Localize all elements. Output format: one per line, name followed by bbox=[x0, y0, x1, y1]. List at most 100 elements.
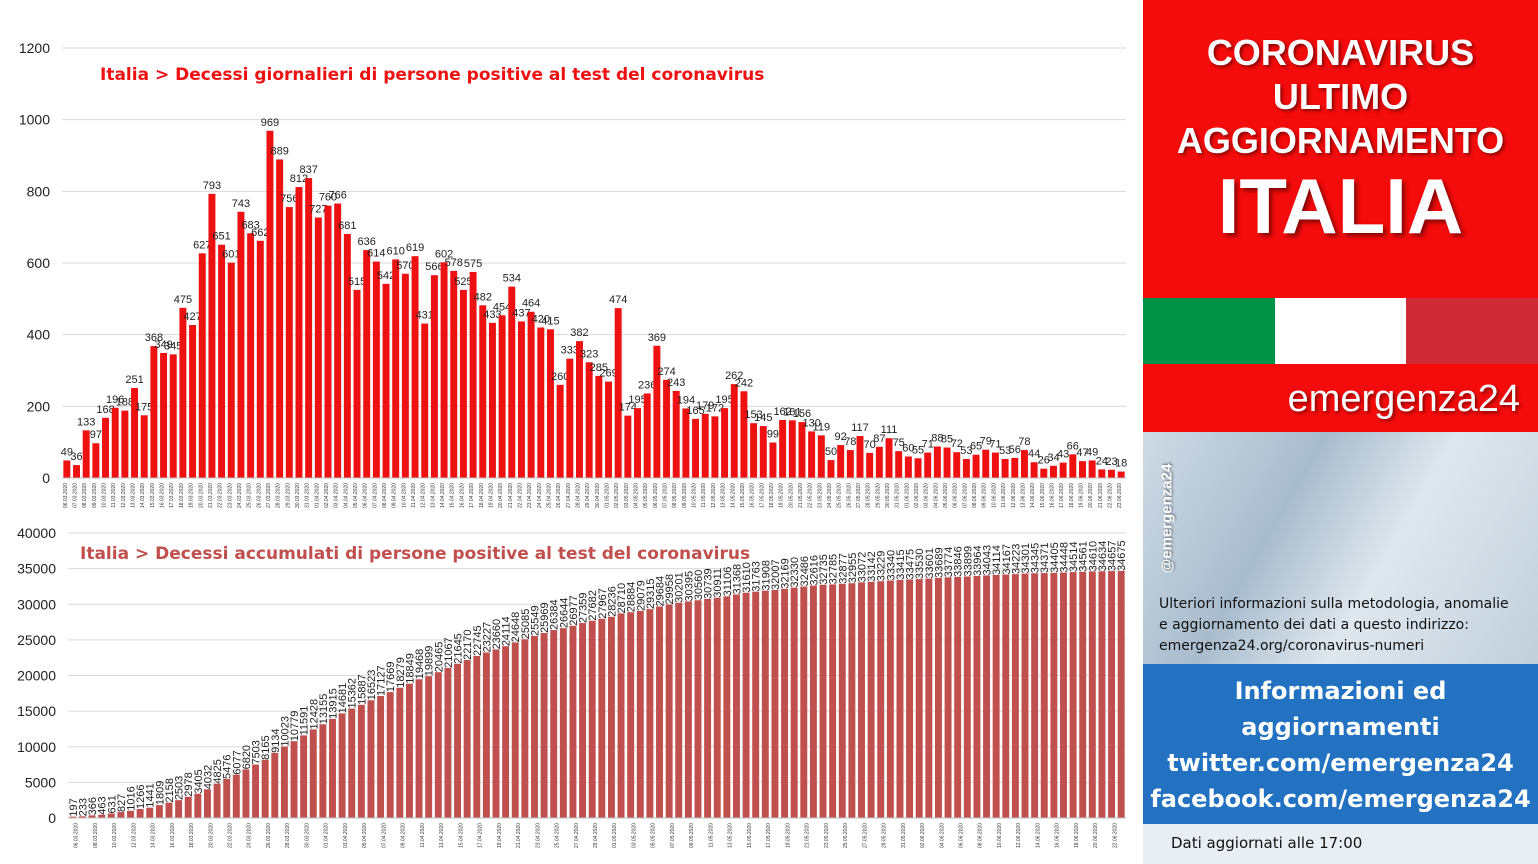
x-tick-label: 23.04.2020 bbox=[527, 483, 533, 508]
data-label: 97 bbox=[90, 429, 102, 441]
social-box: Informazioni ed aggiornamenti twitter.co… bbox=[1143, 664, 1538, 824]
data-label: 71 bbox=[922, 439, 934, 451]
data-label: 130 bbox=[802, 417, 820, 429]
bar bbox=[343, 233, 351, 478]
data-label: 349 bbox=[154, 339, 172, 351]
x-tick-label: 20.06.2020 bbox=[1093, 823, 1099, 848]
social-handle: @emergenza24 bbox=[1158, 463, 1176, 574]
data-label: 194 bbox=[677, 394, 695, 406]
bar bbox=[479, 305, 487, 478]
data-label: 34167 bbox=[1001, 544, 1013, 575]
data-label: 92 bbox=[835, 431, 847, 443]
data-label: 111 bbox=[881, 424, 898, 436]
bar bbox=[482, 652, 490, 818]
bar bbox=[415, 679, 423, 818]
bar bbox=[915, 579, 923, 818]
data-label: 8165 bbox=[260, 735, 272, 759]
x-tick-label: 05.04.2020 bbox=[362, 823, 368, 848]
bar bbox=[78, 816, 86, 818]
bar bbox=[1002, 574, 1010, 818]
bar bbox=[421, 323, 429, 478]
bar bbox=[752, 591, 760, 818]
x-tick-label: 20.03.2020 bbox=[198, 483, 204, 508]
bar bbox=[627, 612, 635, 818]
x-tick-label: 12.03.2020 bbox=[131, 823, 137, 848]
x-tick-label: 16.03.2020 bbox=[170, 823, 176, 848]
x-tick-label: 20.04.2020 bbox=[498, 483, 504, 508]
headline-ultimo: ULTIMO bbox=[1272, 76, 1409, 117]
bar bbox=[179, 307, 187, 478]
data-label: 55 bbox=[912, 444, 924, 456]
data-label: 454 bbox=[493, 301, 511, 313]
bar bbox=[598, 618, 606, 818]
data-label: 566 bbox=[425, 261, 443, 273]
bar bbox=[867, 581, 875, 818]
bar bbox=[614, 308, 622, 478]
bar bbox=[208, 193, 216, 478]
data-label: 168 bbox=[96, 404, 114, 416]
data-label: 31763 bbox=[751, 561, 763, 592]
bar bbox=[1011, 574, 1019, 818]
x-tick-label: 31.05.2020 bbox=[901, 823, 907, 848]
bar bbox=[309, 729, 317, 818]
data-label: 242 bbox=[735, 377, 753, 389]
data-label: 415 bbox=[541, 315, 559, 327]
bar bbox=[73, 465, 80, 478]
brand-band: emergenza24 bbox=[1143, 364, 1538, 432]
x-tick-label: 23.06.2020 bbox=[1117, 483, 1123, 508]
data-label: 463 bbox=[97, 796, 109, 814]
x-tick-label: 02.05.2020 bbox=[614, 483, 620, 508]
cumulative-deaths-chart: 0 5000 10000 15000 20000 25000 30000 35000 40000… bbox=[17, 525, 1128, 848]
bar bbox=[656, 606, 663, 818]
data-label: 34345 bbox=[1030, 543, 1042, 574]
data-label: 165 bbox=[686, 405, 704, 417]
bar bbox=[353, 289, 361, 478]
data-label: 601 bbox=[222, 249, 240, 261]
x-tick-label: 07.06.2020 bbox=[962, 483, 968, 508]
bar bbox=[1050, 572, 1058, 818]
x-tick-label: 26.04.2020 bbox=[556, 483, 562, 508]
data-label: 23660 bbox=[491, 619, 503, 650]
data-label: 36 bbox=[70, 451, 82, 463]
data-label: 34114 bbox=[991, 545, 1003, 575]
background-photo: @emergenza24 Ulteriori informazioni sull… bbox=[1143, 432, 1538, 664]
bar bbox=[252, 764, 260, 818]
bar bbox=[973, 576, 981, 818]
data-label: 7503 bbox=[251, 740, 263, 764]
bar bbox=[319, 724, 327, 818]
data-label: 29684 bbox=[655, 576, 667, 607]
bar bbox=[663, 379, 671, 478]
bar bbox=[953, 452, 961, 478]
x-tick-label: 17.05.2020 bbox=[766, 823, 772, 848]
bar bbox=[675, 602, 683, 818]
data-label: 44 bbox=[1028, 448, 1040, 460]
bar bbox=[63, 460, 71, 478]
bar bbox=[256, 240, 264, 478]
bar bbox=[508, 286, 516, 478]
bar bbox=[798, 422, 806, 478]
bar bbox=[1059, 462, 1067, 478]
twitter-link[interactable]: twitter.com/emergenza24 bbox=[1167, 749, 1514, 777]
data-label: 32169 bbox=[780, 558, 792, 589]
x-tick-label: 01.05.2020 bbox=[612, 823, 618, 848]
daily-deaths-chart: 0200400600800100012004936133971681961882… bbox=[19, 40, 1127, 508]
bar bbox=[733, 594, 740, 818]
data-label: 174 bbox=[619, 402, 637, 414]
x-tick-label: 18.03.2020 bbox=[189, 823, 195, 848]
data-label: 10023 bbox=[279, 716, 291, 747]
x-tick-label: 11.04.2020 bbox=[420, 823, 426, 848]
data-label: 175 bbox=[135, 401, 153, 413]
x-tick-label: 03.05.2020 bbox=[631, 823, 637, 848]
bar bbox=[962, 459, 970, 478]
data-label: 756 bbox=[280, 193, 298, 205]
x-tick-label: 14.03.2020 bbox=[151, 823, 157, 848]
data-label: 78 bbox=[1018, 436, 1030, 448]
bar bbox=[682, 408, 690, 478]
bar bbox=[1108, 469, 1115, 478]
x-tick-label: 17.05.2020 bbox=[759, 483, 765, 508]
data-label: 162 bbox=[773, 406, 791, 418]
data-label: 619 bbox=[406, 242, 424, 254]
x-tick-label: 31.03.2020 bbox=[305, 483, 311, 508]
bar bbox=[69, 816, 77, 818]
facebook-link[interactable]: facebook.com/emergenza24 bbox=[1150, 785, 1531, 813]
